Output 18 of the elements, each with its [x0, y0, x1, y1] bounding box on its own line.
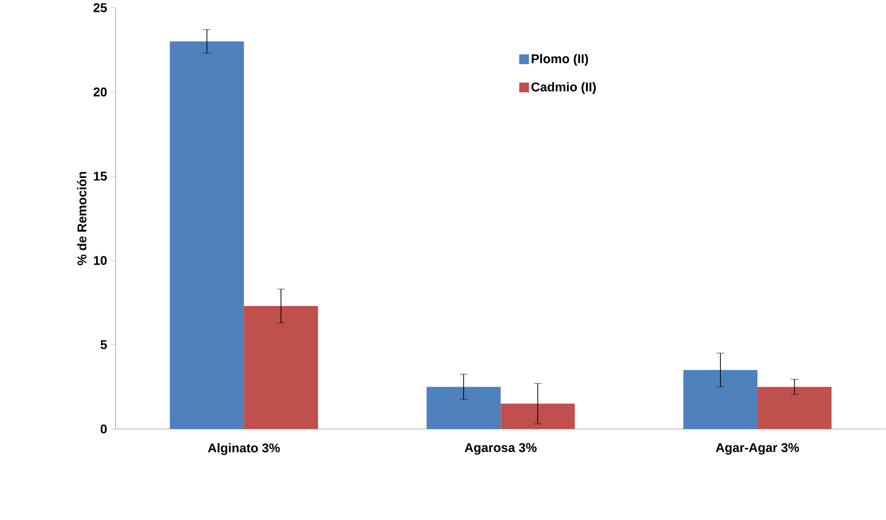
y-tick-label: 10 — [94, 256, 107, 265]
y-tick-label: 20 — [94, 88, 107, 96]
x-tick-label: Alginato 3% — [208, 443, 280, 456]
x-tick-label: Agarosa 3% — [464, 443, 537, 455]
bar — [244, 306, 318, 429]
legend-label: Plomo (II) — [532, 54, 588, 66]
x-tick-label: Agar-Agar 3% — [716, 443, 799, 455]
bar — [757, 386, 832, 429]
y-axis-title: % de Remoción — [77, 172, 86, 266]
bar — [683, 370, 758, 429]
y-tick-label: 5 — [100, 340, 107, 350]
y-tick-label: 15 — [94, 172, 107, 181]
bar — [170, 41, 244, 429]
bar — [500, 404, 575, 429]
legend-label: Cadmio (II) — [531, 82, 596, 94]
bar — [426, 386, 501, 429]
y-tick-label: 25 — [94, 3, 107, 12]
y-tick-label: 0 — [100, 424, 107, 434]
